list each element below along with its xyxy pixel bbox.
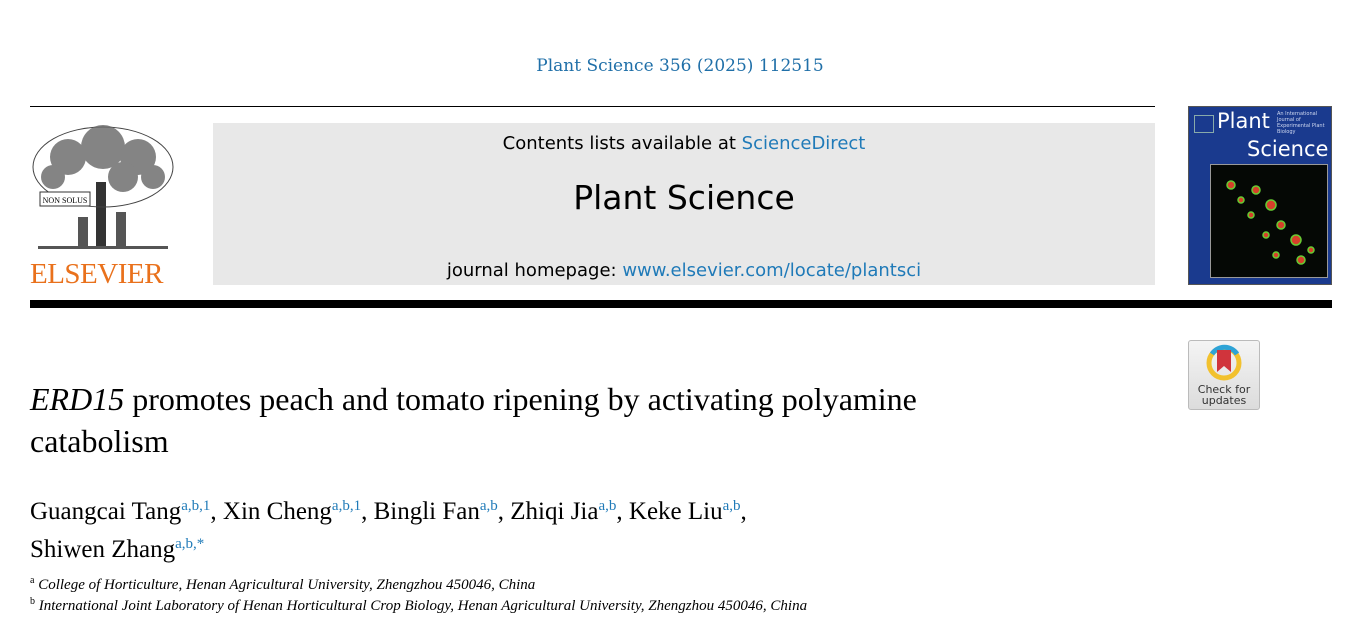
affiliation-text: College of Horticulture, Henan Agricultu… bbox=[38, 577, 536, 593]
separator: , bbox=[210, 498, 223, 525]
contents-line: Contents lists available at ScienceDirec… bbox=[213, 133, 1155, 154]
author[interactable]: Bingli Fana,b bbox=[374, 498, 498, 525]
homepage-link[interactable]: www.elsevier.com/locate/plantsci bbox=[622, 260, 922, 281]
header-bar bbox=[30, 300, 1332, 308]
contents-prefix: Contents lists available at bbox=[502, 133, 742, 154]
check-updates-icon bbox=[1206, 344, 1242, 381]
author-affiliation-marks[interactable]: a,b bbox=[722, 498, 741, 514]
journal-citation[interactable]: Plant Science 356 (2025) 112515 bbox=[536, 56, 824, 76]
title-text: promotes peach and tomato ripening by ac… bbox=[30, 381, 917, 459]
author-affiliation-marks[interactable]: a,b,1 bbox=[331, 498, 362, 514]
author-name: Guangcai Tang bbox=[30, 498, 182, 525]
affiliation-key: b bbox=[30, 596, 35, 607]
author-affiliation-marks[interactable]: a,b,1 bbox=[181, 498, 211, 514]
author[interactable]: Zhiqi Jiaa,b bbox=[510, 498, 616, 525]
sciencedirect-link[interactable]: ScienceDirect bbox=[741, 133, 866, 154]
homepage-prefix: journal homepage: bbox=[446, 260, 623, 281]
check-updates-line2: updates bbox=[1201, 394, 1247, 407]
journal-cover[interactable]: Plant An International Journal of Experi… bbox=[1188, 106, 1332, 285]
author-name: Bingli Fan bbox=[373, 498, 480, 525]
separator: , bbox=[497, 498, 511, 525]
author-name: Xin Cheng bbox=[222, 498, 332, 525]
elsevier-mini-logo bbox=[1194, 115, 1214, 133]
author-affiliation-marks[interactable]: a,b,* bbox=[175, 536, 205, 552]
author-affiliation-marks[interactable]: a,b bbox=[598, 498, 617, 514]
author[interactable]: Keke Liua,b bbox=[629, 498, 741, 525]
homepage-line: journal homepage: www.elsevier.com/locat… bbox=[213, 260, 1155, 281]
article-title: ERD15 promotes peach and tomato ripening… bbox=[30, 378, 930, 462]
separator: , bbox=[740, 498, 747, 525]
elsevier-tree-logo: NON SOLUS bbox=[32, 125, 174, 249]
cover-title-line2: Science bbox=[1247, 137, 1329, 161]
affiliation-key: a bbox=[30, 575, 35, 586]
cover-subtitle: An International Journal of Experimental… bbox=[1277, 111, 1325, 135]
cover-image bbox=[1210, 164, 1328, 278]
cover-title-line1: Plant bbox=[1217, 109, 1270, 133]
author-name: Zhiqi Jia bbox=[510, 498, 599, 525]
separator: , bbox=[361, 498, 374, 525]
elsevier-wordmark: ELSEVIER bbox=[30, 258, 163, 290]
check-for-updates-button[interactable]: Check for updates bbox=[1188, 340, 1260, 410]
journal-masthead: Contents lists available at ScienceDirec… bbox=[213, 123, 1155, 285]
affiliation-text: International Joint Laboratory of Henan … bbox=[38, 598, 808, 614]
logo-motto: NON SOLUS bbox=[43, 196, 88, 205]
author[interactable]: Xin Chenga,b,1 bbox=[223, 498, 361, 525]
author-name: Shiwen Zhang bbox=[30, 536, 176, 563]
divider bbox=[30, 106, 1155, 107]
title-gene-name: ERD15 bbox=[30, 381, 125, 417]
author-list: Guangcai Tanga,b,1, Xin Chenga,b,1, Bing… bbox=[30, 490, 950, 566]
author[interactable]: Guangcai Tanga,b,1 bbox=[30, 498, 210, 525]
author-affiliation-marks[interactable]: a,b bbox=[479, 498, 498, 514]
affiliation: b International Joint Laboratory of Hena… bbox=[30, 596, 807, 615]
affiliation: a College of Horticulture, Henan Agricul… bbox=[30, 575, 535, 594]
separator: , bbox=[616, 498, 629, 525]
author-name: Keke Liu bbox=[628, 498, 723, 525]
author[interactable]: Shiwen Zhanga,b,* bbox=[30, 536, 204, 563]
journal-title: Plant Science bbox=[573, 178, 795, 217]
check-updates-line1: Check for bbox=[1197, 383, 1251, 396]
